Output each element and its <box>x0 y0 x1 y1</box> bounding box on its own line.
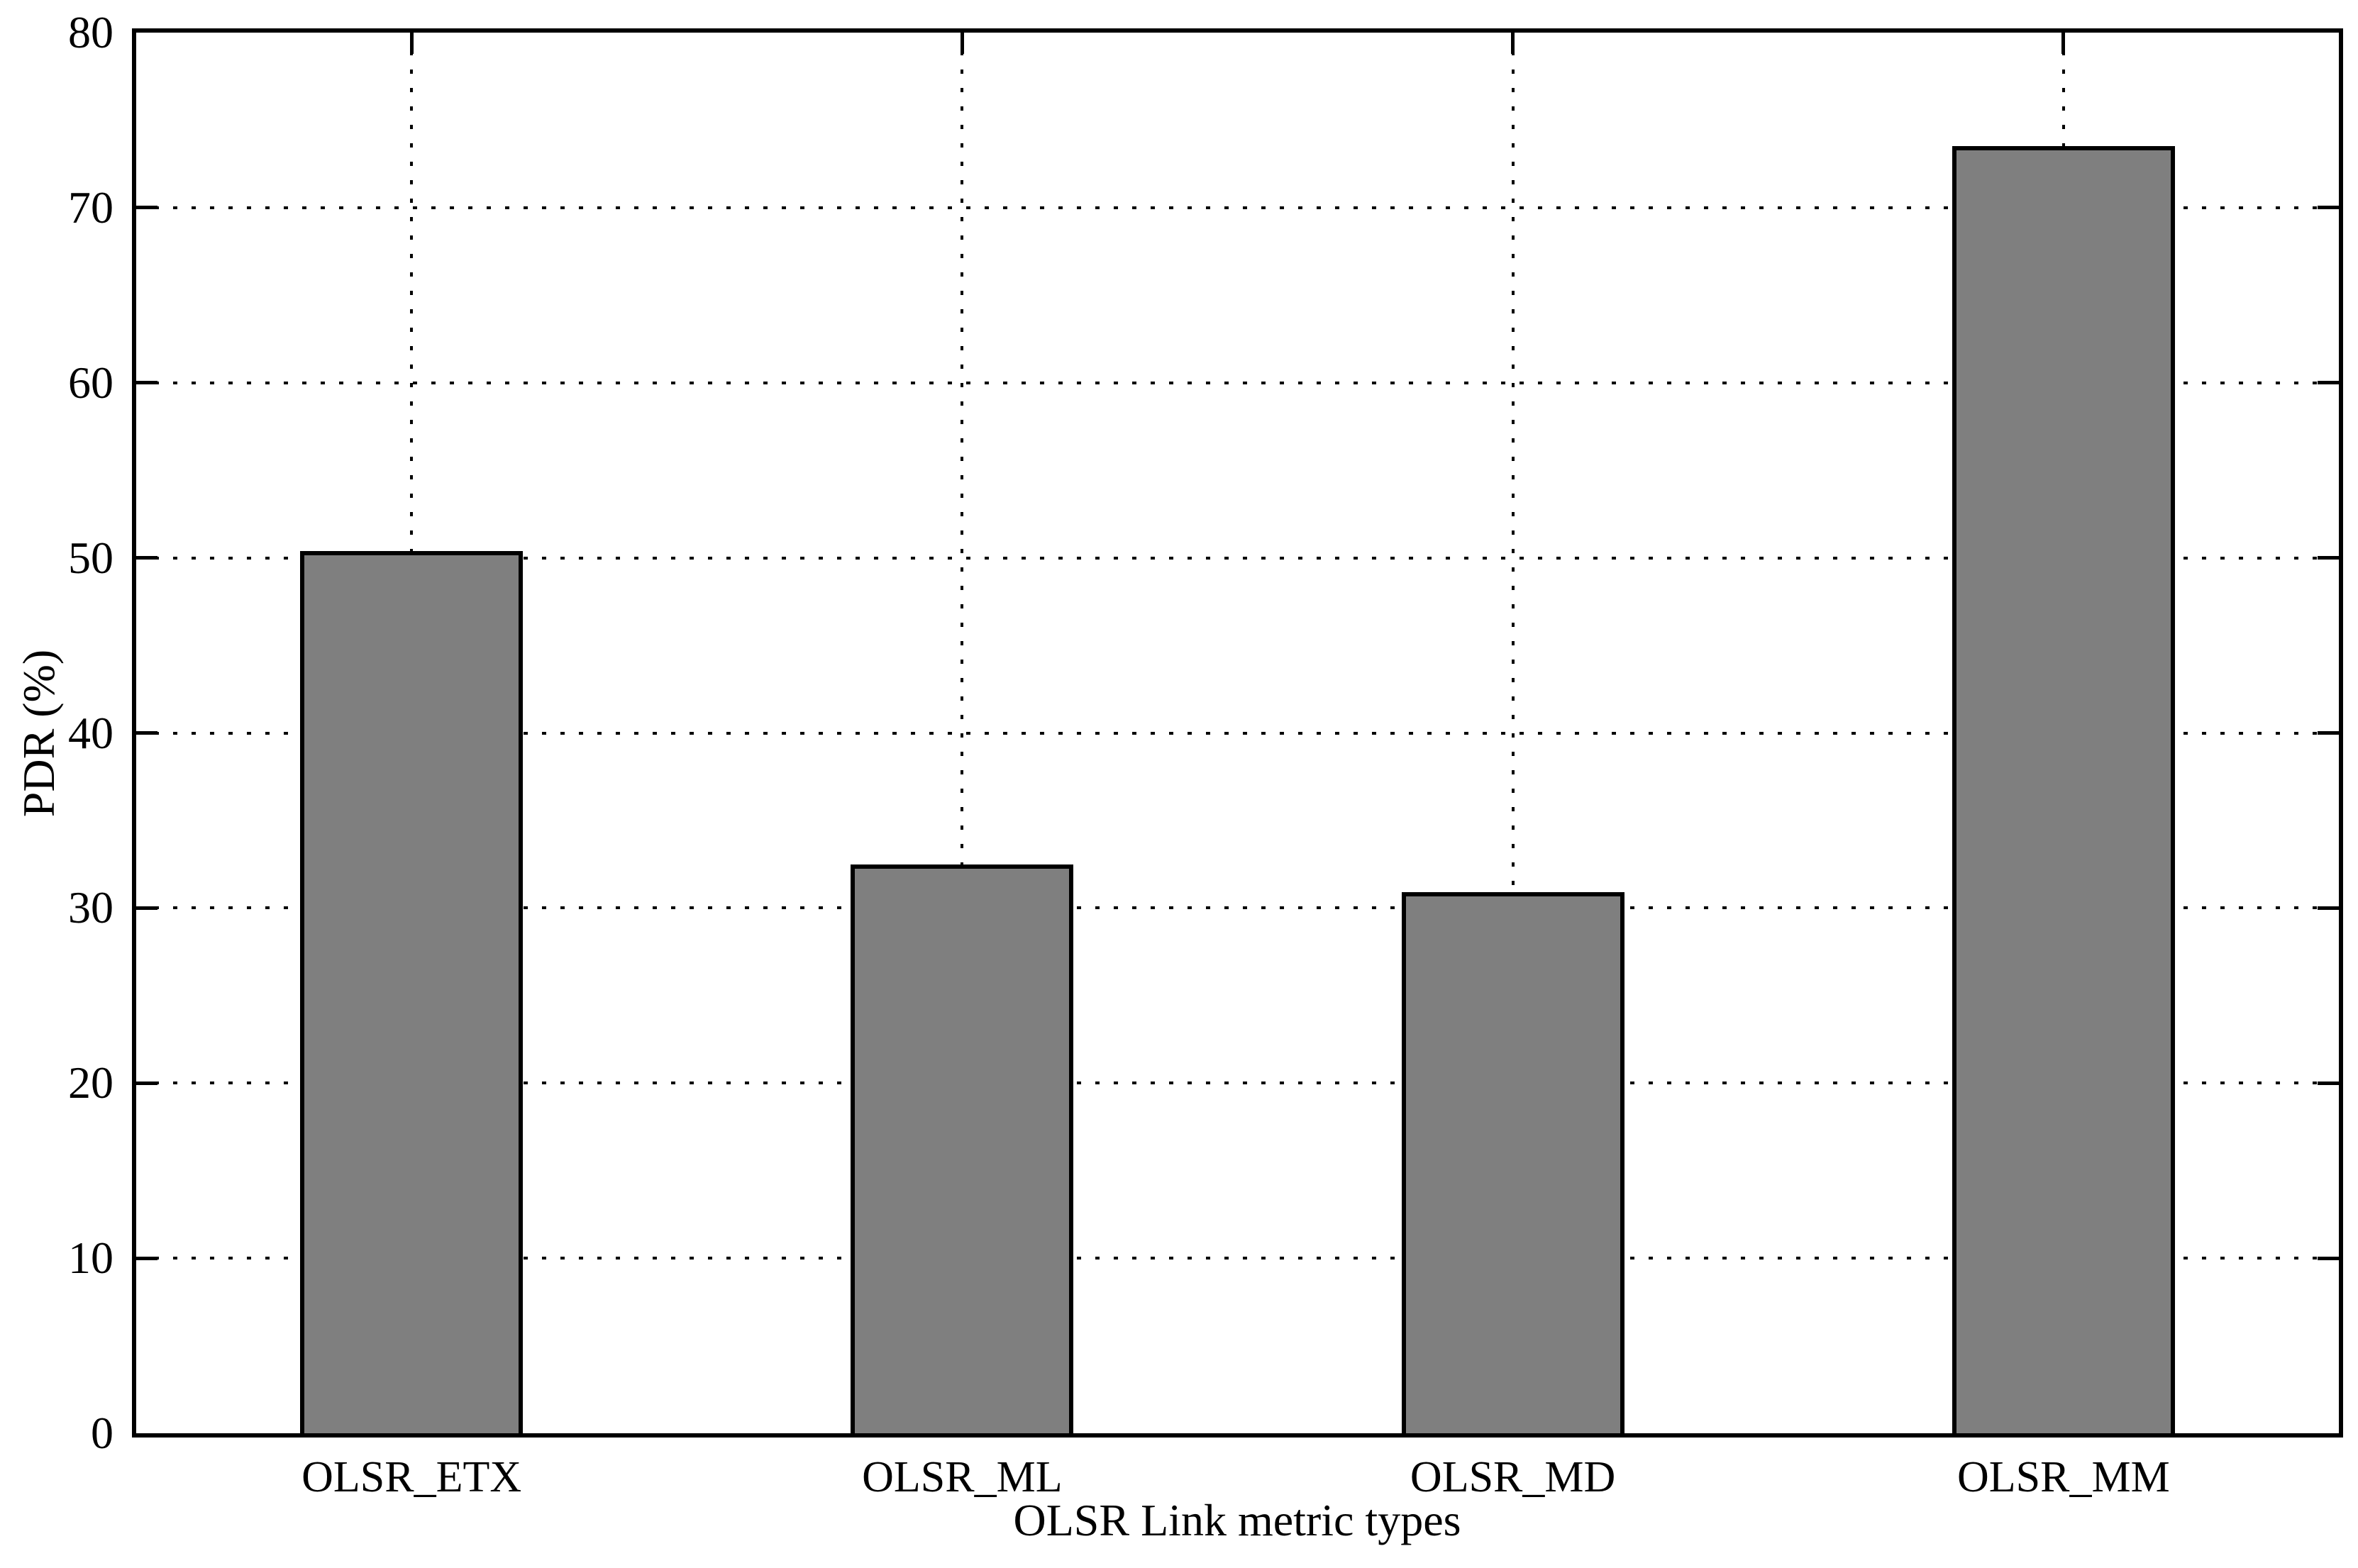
x-category-label-olsr-md: OLSR_MD <box>1410 1453 1616 1501</box>
x-tick-mark-top-2 <box>960 33 964 54</box>
y-tick-mark-left-40 <box>136 731 157 735</box>
y-tick-mark-left-70 <box>136 206 157 210</box>
y-tick-label-20: 20 <box>68 1057 114 1108</box>
y-tick-label-50: 50 <box>68 532 114 583</box>
bar-olsr-ml <box>851 864 1074 1433</box>
y-tick-mark-right-50 <box>2318 556 2339 560</box>
y-tick-mark-right-10 <box>2318 1256 2339 1260</box>
x-tick-mark-top-3 <box>1511 33 1515 54</box>
y-tick-label-0: 0 <box>91 1408 114 1458</box>
plot-inner <box>136 33 2339 1433</box>
y-tick-mark-right-20 <box>2318 1081 2339 1085</box>
hgridline-40 <box>136 731 2339 735</box>
hgridline-20 <box>136 1082 2339 1085</box>
bar-olsr-etx <box>300 550 524 1433</box>
hgridline-10 <box>136 1257 2339 1260</box>
y-tick-mark-left-10 <box>136 1256 157 1260</box>
bar-olsr-mm <box>1952 146 2175 1433</box>
vgridline-olsr-md <box>1511 33 1515 1433</box>
x-tick-mark-top-4 <box>2061 33 2066 54</box>
y-tick-mark-right-40 <box>2318 731 2339 735</box>
y-tick-label-10: 10 <box>68 1233 114 1284</box>
x-axis-title: OLSR Link metric types <box>1013 1495 1461 1545</box>
y-tick-mark-right-30 <box>2318 906 2339 910</box>
hgridline-60 <box>136 381 2339 384</box>
y-tick-label-60: 60 <box>68 357 114 408</box>
x-tick-mark-top-1 <box>409 33 414 54</box>
y-tick-label-40: 40 <box>68 707 114 758</box>
y-tick-label-70: 70 <box>68 182 114 233</box>
hgridline-30 <box>136 906 2339 910</box>
y-tick-mark-right-60 <box>2318 381 2339 385</box>
vgridline-olsr-ml <box>961 33 964 1433</box>
y-tick-mark-left-30 <box>136 906 157 910</box>
hgridline-50 <box>136 556 2339 560</box>
hgridline-70 <box>136 206 2339 209</box>
plot-area <box>132 28 2343 1438</box>
y-tick-mark-left-50 <box>136 556 157 560</box>
x-category-label-olsr-ml: OLSR_ML <box>862 1453 1063 1501</box>
bar-olsr-md <box>1401 892 1624 1433</box>
y-tick-label-30: 30 <box>68 882 114 933</box>
y-tick-label-80: 80 <box>68 7 114 57</box>
x-category-label-olsr-mm: OLSR_MM <box>1957 1453 2170 1501</box>
y-tick-mark-left-60 <box>136 381 157 385</box>
y-tick-mark-right-70 <box>2318 206 2339 210</box>
y-tick-mark-left-20 <box>136 1081 157 1085</box>
x-category-label-olsr-etx: OLSR_ETX <box>301 1453 522 1501</box>
